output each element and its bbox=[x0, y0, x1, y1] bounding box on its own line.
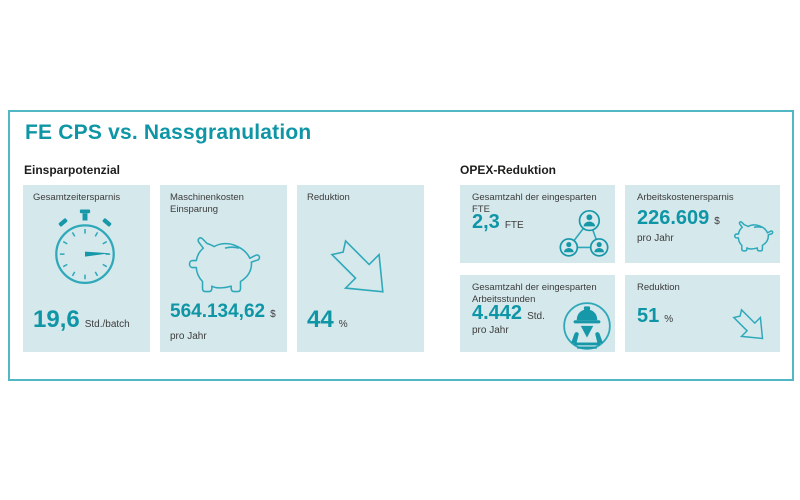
kpi-card-maschinenkosten: Maschinenkosten Einsparung 564.134,62 $ p… bbox=[160, 185, 287, 352]
kpi-unit: $ bbox=[270, 309, 276, 320]
kpi-sub: pro Jahr bbox=[170, 331, 207, 342]
kpi-unit: % bbox=[338, 319, 348, 330]
stopwatch-icon bbox=[51, 209, 119, 289]
kpi-value: 226.609 bbox=[637, 207, 710, 229]
kpi-unit: Std. bbox=[527, 311, 545, 322]
kpi-value-row: 226.609 $ bbox=[637, 207, 720, 230]
kpi-unit: Std./batch bbox=[84, 319, 130, 330]
kpi-label: Maschinenkosten Einsparung bbox=[170, 192, 244, 216]
kpi-label: Gesamtzeitersparnis bbox=[33, 192, 121, 203]
kpi-label: Arbeitskostenersparnis bbox=[637, 192, 734, 203]
piggy-bank-icon bbox=[733, 220, 775, 254]
kpi-value-row: 51% bbox=[637, 305, 673, 328]
people-network-icon bbox=[557, 209, 611, 259]
section-heading-einsparpotenzial: Einsparpotenzial bbox=[24, 163, 121, 177]
section-heading-opex-reduktion: OPEX-Reduktion bbox=[460, 163, 557, 177]
kpi-value-row: 564.134,62 $ bbox=[170, 301, 276, 323]
kpi-sub: pro Jahr bbox=[472, 325, 509, 336]
kpi-label: Gesamtzahl der eingesparten FTE bbox=[472, 192, 597, 216]
kpi-card-arbeitskostenersparnis: Arbeitskostenersparnis 226.609 $ pro Jahr bbox=[625, 185, 780, 263]
kpi-card-reduktion-opex: Reduktion 51% bbox=[625, 275, 780, 352]
kpi-value: 4.442 bbox=[472, 302, 523, 324]
kpi-card-gesamtzeitersparnis: Gesamtzeitersparnis bbox=[23, 185, 150, 352]
kpi-unit: FTE bbox=[504, 220, 524, 231]
page-title: FE CPS vs. Nassgranulation bbox=[25, 121, 312, 144]
kpi-value-row: 4.442 Std. bbox=[472, 302, 545, 325]
kpi-sub: pro Jahr bbox=[637, 233, 674, 244]
kpi-label: Reduktion bbox=[307, 192, 350, 203]
arrow-down-right-icon bbox=[327, 236, 389, 298]
kpi-label: Gesamtzahl der eingesparten Arbeitsstund… bbox=[472, 282, 597, 306]
kpi-value: 2,3 bbox=[472, 211, 500, 233]
kpi-card-reduktion: Reduktion 44% bbox=[297, 185, 424, 352]
kpi-value-row: 19,6 Std./batch bbox=[33, 306, 130, 334]
kpi-value: 564.134,62 bbox=[170, 301, 266, 322]
kpi-label: Reduktion bbox=[637, 282, 680, 293]
arrow-down-right-icon bbox=[731, 307, 766, 342]
kpi-card-fte: Gesamtzahl der eingesparten FTE 2,3 FTE bbox=[460, 185, 615, 263]
kpi-value: 44 bbox=[307, 306, 334, 333]
worker-icon bbox=[562, 301, 612, 351]
kpi-unit: $ bbox=[714, 216, 720, 227]
kpi-unit: % bbox=[664, 314, 674, 325]
kpi-value: 51 bbox=[637, 305, 660, 327]
kpi-value: 19,6 bbox=[33, 306, 80, 333]
kpi-card-arbeitsstunden: Gesamtzahl der eingesparten Arbeitsstund… bbox=[460, 275, 615, 352]
kpi-value-row: 44% bbox=[307, 306, 348, 334]
piggy-bank-icon bbox=[186, 235, 264, 297]
kpi-value-row: 2,3 FTE bbox=[472, 211, 524, 234]
